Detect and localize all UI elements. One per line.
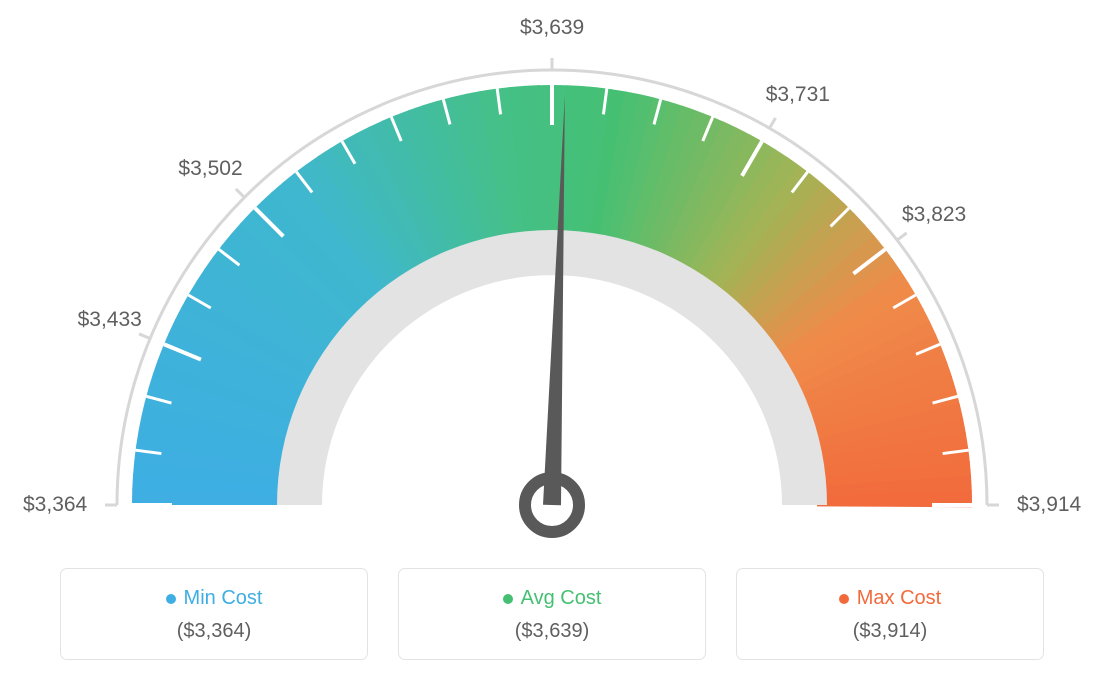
gauge-tick-label: $3,823 bbox=[902, 203, 966, 227]
legend-card-avg: Avg Cost ($3,639) bbox=[398, 568, 706, 660]
legend-row: Min Cost ($3,364) Avg Cost ($3,639) Max … bbox=[60, 568, 1044, 660]
legend-card-min: Min Cost ($3,364) bbox=[60, 568, 368, 660]
legend-dot-max bbox=[839, 594, 849, 604]
legend-value-min: ($3,364) bbox=[71, 620, 357, 643]
gauge-tick-label: $3,364 bbox=[23, 493, 87, 517]
gauge-tick-label: $3,433 bbox=[78, 308, 142, 332]
legend-dot-avg bbox=[503, 594, 513, 604]
chart-container: $3,364 $3,433 $3,502 $3,639 $3,731 $3,823 $3,9… bbox=[0, 0, 1104, 690]
gauge-tick-label: $3,914 bbox=[1017, 493, 1081, 517]
legend-value-avg: ($3,639) bbox=[409, 620, 695, 643]
gauge-area: $3,364 $3,433 $3,502 $3,639 $3,731 $3,823 $3,9… bbox=[0, 0, 1104, 560]
legend-dot-min bbox=[166, 594, 176, 604]
legend-label-max: Max Cost bbox=[857, 587, 941, 610]
gauge-tick-label: $3,731 bbox=[766, 83, 830, 107]
gauge-tick-label: $3,502 bbox=[178, 157, 242, 181]
legend-card-max: Max Cost ($3,914) bbox=[736, 568, 1044, 660]
legend-title-max: Max Cost bbox=[839, 587, 941, 610]
gauge-tick-label: $3,639 bbox=[520, 16, 584, 40]
legend-value-max: ($3,914) bbox=[747, 620, 1033, 643]
legend-title-avg: Avg Cost bbox=[503, 587, 602, 610]
legend-title-min: Min Cost bbox=[166, 587, 263, 610]
gauge-svg bbox=[0, 0, 1104, 560]
legend-label-avg: Avg Cost bbox=[521, 587, 602, 610]
legend-label-min: Min Cost bbox=[184, 587, 263, 610]
